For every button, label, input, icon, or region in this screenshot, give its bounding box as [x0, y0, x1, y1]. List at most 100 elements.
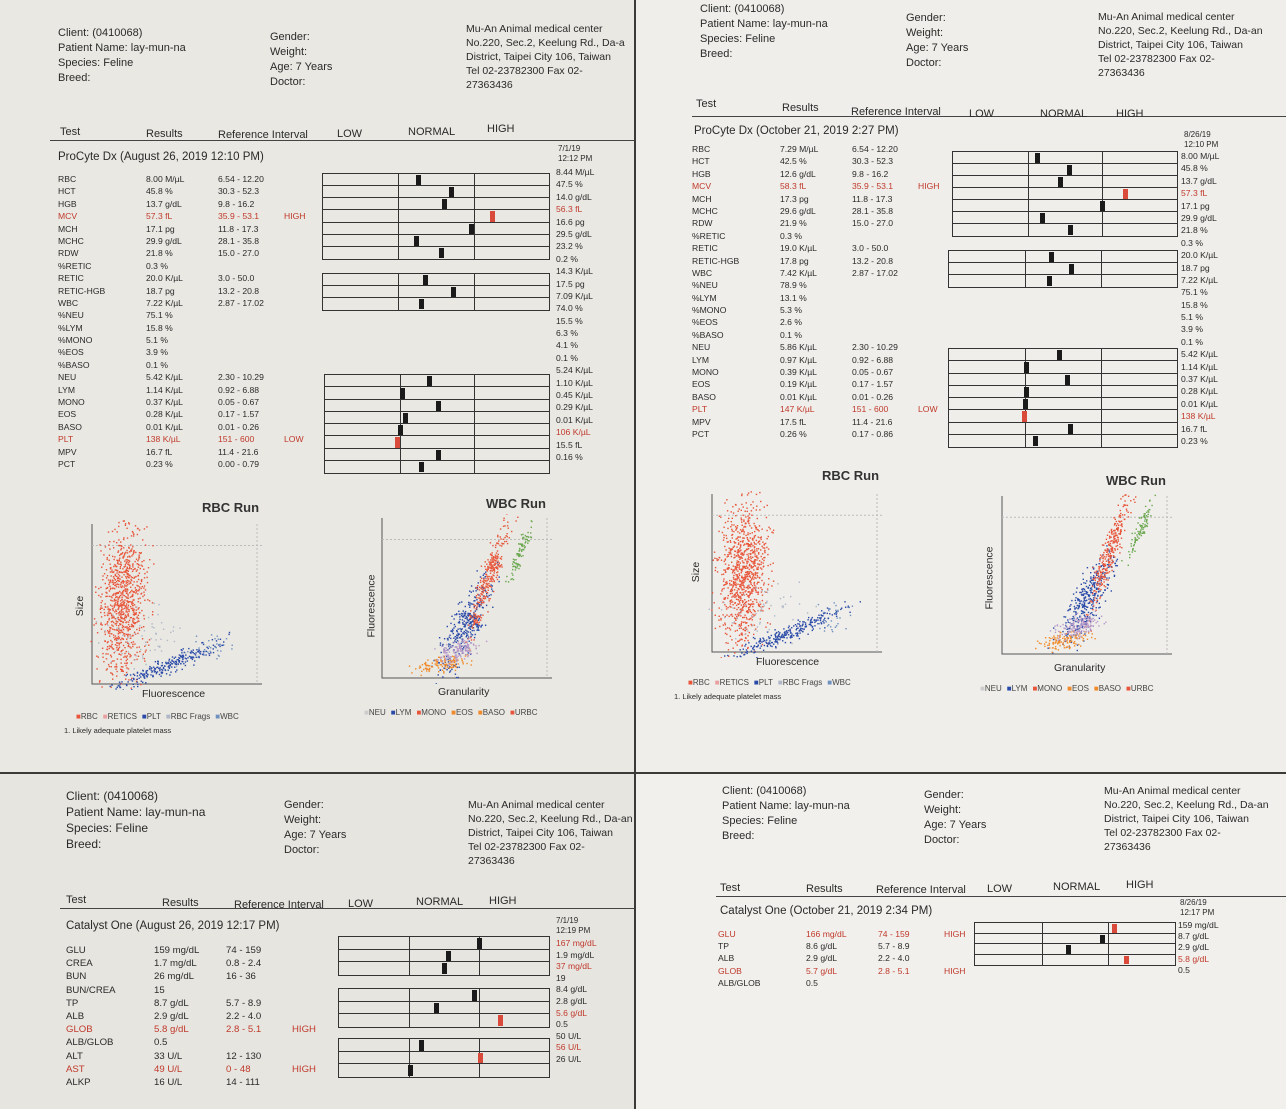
scatter-dot — [128, 679, 130, 681]
rbc-y-label: Size — [74, 595, 87, 617]
scatter-dot — [143, 673, 145, 675]
scatter-dot — [768, 628, 770, 631]
scatter-dot — [132, 602, 134, 605]
scatter-dot — [116, 675, 118, 677]
scatter-dot — [507, 527, 509, 529]
scatter-dot — [102, 652, 104, 655]
scatter-dot — [521, 543, 523, 545]
test-name: %LYM — [692, 292, 717, 303]
scatter-dot — [1090, 576, 1092, 578]
scatter-dot — [489, 561, 491, 563]
scatter-dot — [797, 619, 799, 621]
previous-value: 57.3 fL — [1181, 188, 1208, 199]
reference-interval: 28.1 - 35.8 — [218, 235, 260, 246]
test-name: HGB — [692, 168, 711, 179]
scatter-dot — [111, 628, 114, 630]
scatter-dot — [1073, 624, 1075, 627]
scatter-dot — [116, 670, 118, 673]
scatter-dot — [468, 624, 470, 626]
scatter-dot — [488, 564, 491, 566]
scatter-dot — [476, 621, 479, 624]
scatter-dot — [169, 661, 172, 663]
scatter-dot — [731, 528, 733, 531]
scatter-dot — [125, 559, 127, 561]
scatter-dot — [136, 563, 138, 565]
scatter-dot — [454, 636, 456, 638]
scatter-dot — [491, 590, 494, 592]
scatter-dot — [761, 641, 763, 643]
scatter-dot — [461, 659, 463, 662]
scatter-dot — [1093, 584, 1096, 587]
scatter-dot — [776, 638, 778, 640]
previous-value: 29.9 g/dL — [1181, 212, 1217, 223]
scatter-dot — [122, 568, 124, 570]
scatter-dot — [461, 640, 463, 643]
scatter-dot — [455, 666, 458, 668]
scatter-dot — [157, 613, 159, 616]
scatter-dot — [739, 612, 741, 615]
scatter-dot — [142, 681, 144, 683]
scatter-dot — [754, 610, 756, 613]
scatter-dot — [134, 632, 136, 635]
scatter-dot — [796, 633, 799, 636]
scatter-dot — [462, 632, 464, 634]
scatter-dot — [496, 578, 499, 581]
scatter-dot — [131, 603, 133, 605]
scatter-dot — [122, 644, 125, 647]
scatter-dot — [463, 620, 465, 622]
scatter-dot — [747, 571, 749, 573]
scatter-dot — [124, 652, 126, 655]
scatter-dot — [741, 575, 743, 577]
scatter-dot — [740, 615, 742, 617]
scatter-dot — [1098, 577, 1100, 579]
scatter-dot — [732, 569, 734, 571]
scatter-dot — [128, 559, 130, 562]
scatter-dot — [1074, 637, 1076, 639]
scatter-dot — [759, 642, 761, 645]
scatter-dot — [728, 553, 731, 555]
scatter-dot — [1104, 549, 1106, 551]
scatter-dot — [819, 618, 822, 620]
scatter-dot — [747, 540, 750, 542]
clinic-info: Mu-An Animal medical center No.220, Sec.… — [1098, 10, 1273, 80]
scatter-dot — [110, 567, 112, 569]
reference-interval: 35.9 - 53.1 — [218, 211, 260, 222]
scatter-dot — [127, 627, 130, 629]
header-rule — [692, 116, 1286, 117]
scatter-dot — [453, 623, 456, 626]
scatter-dot — [1116, 527, 1118, 530]
scatter-dot — [1116, 541, 1118, 543]
scatter-dot — [757, 593, 759, 595]
scatter-dot — [127, 593, 129, 595]
result-row: %MONO 5.1 % — [58, 334, 318, 346]
scatter-dot — [116, 642, 118, 644]
scatter-dot — [106, 648, 108, 650]
scatter-dot — [454, 646, 456, 648]
scatter-dot — [1092, 599, 1094, 601]
scatter-dot — [817, 623, 819, 625]
test-name: %EOS — [692, 317, 718, 328]
scatter-dot — [200, 650, 202, 653]
scatter-dot — [111, 647, 113, 649]
scatter-dot — [453, 637, 455, 639]
scatter-dot — [1070, 641, 1073, 644]
scatter-dot — [775, 646, 777, 648]
result-row: LYM 0.97 K/µL 0.92 - 6.88 — [692, 354, 952, 366]
scatter-dot — [837, 623, 839, 625]
legend-swatch: ■ — [753, 678, 759, 687]
scatter-dot — [1126, 510, 1128, 512]
scatter-dot — [746, 562, 748, 565]
result-value: 138 K/µL — [146, 434, 181, 445]
scatter-dot — [121, 586, 123, 589]
scatter-dot — [726, 614, 728, 616]
range-divider — [1024, 349, 1026, 447]
scatter-dot — [450, 630, 452, 632]
scatter-dot — [106, 630, 109, 632]
scatter-dot — [453, 665, 455, 667]
scatter-dot — [1080, 630, 1083, 632]
scatter-dot — [727, 654, 729, 657]
result-marker — [1032, 435, 1038, 446]
scatter-dot — [456, 634, 458, 636]
scatter-dot — [740, 583, 742, 585]
result-row: EOS 0.19 K/µL 0.17 - 1.57 — [692, 378, 952, 390]
